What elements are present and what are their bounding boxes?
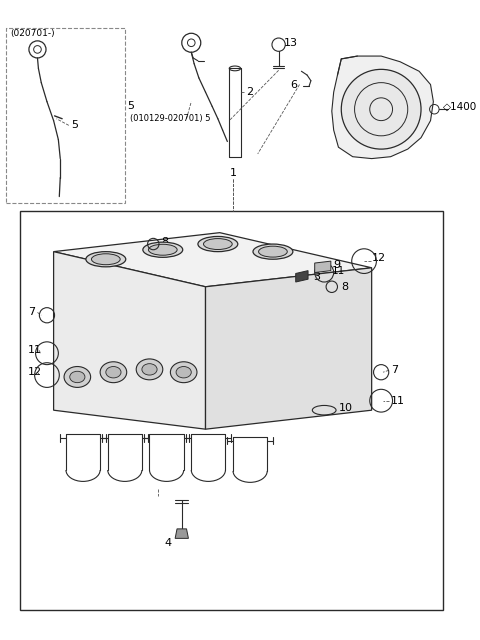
Ellipse shape	[143, 242, 183, 257]
Text: 10: 10	[338, 403, 352, 413]
Text: 5: 5	[71, 120, 78, 131]
Text: 7: 7	[28, 307, 35, 317]
Text: 6: 6	[290, 79, 297, 90]
Text: 8: 8	[161, 237, 168, 247]
Text: 2: 2	[246, 87, 253, 97]
Polygon shape	[54, 252, 205, 429]
Text: 3: 3	[313, 272, 320, 282]
Text: 12: 12	[28, 367, 42, 377]
Text: (010129-020701) 5: (010129-020701) 5	[130, 114, 210, 124]
Ellipse shape	[204, 239, 232, 250]
Ellipse shape	[100, 362, 127, 383]
Ellipse shape	[148, 244, 177, 255]
Ellipse shape	[70, 371, 85, 383]
Text: 11: 11	[332, 266, 345, 276]
Text: ◇1400: ◇1400	[443, 101, 477, 111]
Text: 11: 11	[391, 396, 405, 406]
Polygon shape	[332, 56, 433, 159]
Text: 12: 12	[372, 253, 386, 263]
Text: 13: 13	[284, 38, 298, 48]
Text: 9: 9	[334, 260, 341, 270]
Ellipse shape	[92, 254, 120, 265]
Text: 8: 8	[341, 282, 348, 292]
Ellipse shape	[176, 367, 191, 378]
Circle shape	[341, 69, 421, 149]
Ellipse shape	[86, 252, 126, 267]
Ellipse shape	[198, 236, 238, 252]
Polygon shape	[315, 261, 331, 273]
Ellipse shape	[259, 246, 287, 257]
Polygon shape	[175, 529, 189, 538]
Ellipse shape	[142, 364, 157, 375]
Text: (020701-): (020701-)	[10, 29, 55, 38]
Polygon shape	[54, 233, 372, 287]
Bar	[20, 211, 443, 609]
Polygon shape	[296, 271, 308, 282]
Text: 7: 7	[391, 365, 398, 375]
Text: 4: 4	[164, 538, 171, 548]
Polygon shape	[205, 268, 372, 429]
Ellipse shape	[106, 367, 121, 378]
Text: 5: 5	[128, 101, 135, 111]
Ellipse shape	[136, 359, 163, 380]
Text: 11: 11	[28, 346, 42, 355]
Ellipse shape	[64, 367, 91, 387]
Text: 1: 1	[229, 168, 237, 178]
Ellipse shape	[170, 362, 197, 383]
Ellipse shape	[253, 244, 293, 259]
Bar	[6, 28, 125, 204]
